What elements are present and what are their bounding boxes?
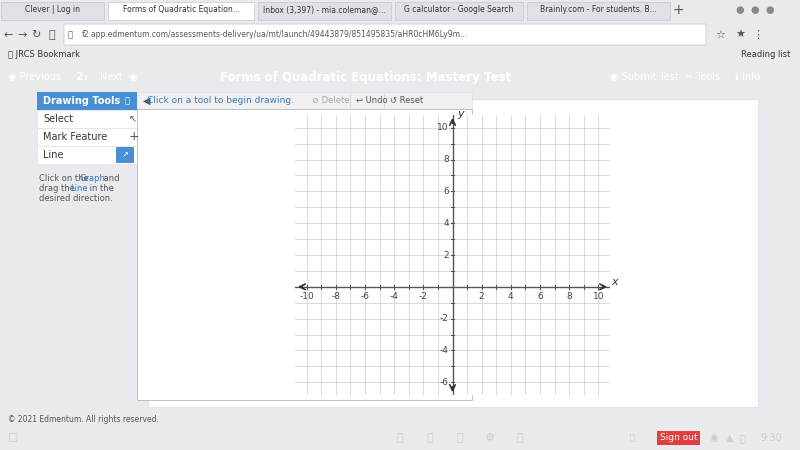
Text: 10: 10 — [438, 123, 449, 132]
Text: Graph: Graph — [80, 174, 106, 183]
Text: ←: ← — [3, 30, 13, 40]
Text: -2: -2 — [419, 292, 428, 302]
Text: © 2021 Edmentum. All rights reserved.: © 2021 Edmentum. All rights reserved. — [8, 415, 159, 424]
FancyBboxPatch shape — [108, 2, 254, 20]
Text: -4: -4 — [390, 292, 398, 302]
Text: ↻: ↻ — [31, 30, 41, 40]
Text: -8: -8 — [331, 292, 340, 302]
Text: ◀: ◀ — [143, 96, 150, 106]
Text: ☆: ☆ — [715, 30, 725, 40]
FancyBboxPatch shape — [64, 24, 706, 45]
Text: 2: 2 — [443, 251, 449, 260]
FancyBboxPatch shape — [37, 146, 137, 164]
Text: 2: 2 — [75, 72, 82, 82]
Text: 🔴: 🔴 — [426, 433, 434, 443]
Text: -4: -4 — [440, 346, 449, 355]
Text: →: → — [18, 30, 26, 40]
Text: Drawing Tools: Drawing Tools — [43, 96, 120, 106]
Text: Click on the: Click on the — [39, 174, 91, 183]
Text: ℹ Info: ℹ Info — [735, 72, 760, 82]
Text: ◻: ◻ — [8, 432, 18, 445]
Text: ●: ● — [750, 5, 759, 15]
Text: 6: 6 — [443, 187, 449, 196]
Text: x: x — [611, 277, 618, 287]
Text: 2: 2 — [479, 292, 485, 302]
Text: Clever | Log in: Clever | Log in — [25, 5, 80, 14]
Text: 📁: 📁 — [457, 433, 463, 443]
Text: Select: Select — [43, 114, 73, 124]
Text: 🔒: 🔒 — [630, 433, 635, 442]
Text: 🎵: 🎵 — [517, 433, 523, 443]
Text: Sign out: Sign out — [660, 433, 698, 442]
Text: 4: 4 — [443, 219, 449, 228]
FancyBboxPatch shape — [137, 92, 472, 109]
Text: in the: in the — [87, 184, 114, 193]
FancyBboxPatch shape — [258, 2, 391, 20]
Text: Brainly.com - For students. B...: Brainly.com - For students. B... — [540, 5, 657, 14]
Text: and: and — [101, 174, 119, 183]
Text: G calculator - Google Search: G calculator - Google Search — [404, 5, 514, 14]
Text: Click on a tool to begin drawing.: Click on a tool to begin drawing. — [147, 96, 294, 105]
Text: +: + — [672, 3, 684, 17]
FancyBboxPatch shape — [37, 92, 137, 110]
Text: 8: 8 — [566, 292, 572, 302]
Text: 10: 10 — [593, 292, 604, 302]
Text: +: + — [129, 130, 140, 144]
Text: -6: -6 — [361, 292, 370, 302]
Text: -2: -2 — [440, 314, 449, 323]
Text: 🔒: 🔒 — [68, 30, 73, 39]
Text: f2.app.edmentum.com/assessments-delivery/ua/mt/launch/49443879/851495835/aHR0cHM: f2.app.edmentum.com/assessments-delivery… — [82, 30, 468, 39]
Text: ●: ● — [736, 5, 744, 15]
Text: ✂ Tools: ✂ Tools — [685, 72, 720, 82]
Text: 8: 8 — [443, 155, 449, 164]
Text: 📄 JRCS Bookmark: 📄 JRCS Bookmark — [8, 50, 80, 59]
Text: ⊘ Delete: ⊘ Delete — [312, 96, 350, 105]
FancyBboxPatch shape — [116, 147, 134, 163]
Text: Forms of Quadratic Equations: Mastery Test: Forms of Quadratic Equations: Mastery Te… — [220, 71, 511, 84]
Text: -6: -6 — [440, 378, 449, 387]
Text: ⋮: ⋮ — [753, 30, 763, 40]
Text: desired direction.: desired direction. — [39, 194, 113, 203]
Text: ◉ Submit Test: ◉ Submit Test — [610, 72, 678, 82]
Text: ↖: ↖ — [129, 114, 137, 124]
Text: ↩ Undo: ↩ Undo — [356, 96, 388, 105]
Text: ↗: ↗ — [122, 150, 129, 159]
Text: ◉: ◉ — [710, 433, 718, 443]
Text: ★: ★ — [735, 30, 745, 40]
Text: 🏠: 🏠 — [49, 30, 55, 40]
Text: Line: Line — [70, 184, 88, 193]
Text: Line: Line — [43, 150, 63, 160]
Text: ▲: ▲ — [726, 433, 734, 443]
Text: 🔊: 🔊 — [740, 433, 746, 443]
Text: 6: 6 — [537, 292, 543, 302]
Text: 4: 4 — [508, 292, 514, 302]
Text: Reading list: Reading list — [741, 50, 790, 59]
Text: -10: -10 — [299, 292, 314, 302]
Text: Next  ◉: Next ◉ — [100, 72, 138, 82]
Text: ⚙: ⚙ — [485, 433, 495, 443]
Text: ∨: ∨ — [83, 72, 89, 81]
Text: ◉ Previous: ◉ Previous — [8, 72, 61, 82]
FancyBboxPatch shape — [148, 99, 758, 407]
Text: Forms of Quadratic Equation...: Forms of Quadratic Equation... — [122, 5, 239, 14]
Text: ●: ● — [766, 5, 774, 15]
Text: ↺ Reset: ↺ Reset — [390, 96, 423, 105]
Text: 9:30: 9:30 — [760, 433, 782, 443]
FancyBboxPatch shape — [527, 2, 670, 20]
FancyBboxPatch shape — [395, 2, 523, 20]
Text: Inbox (3,397) - mia.coleman@...: Inbox (3,397) - mia.coleman@... — [263, 5, 386, 14]
FancyBboxPatch shape — [137, 109, 472, 400]
Text: y: y — [457, 109, 463, 119]
FancyBboxPatch shape — [37, 128, 137, 146]
Text: 🔧: 🔧 — [125, 96, 130, 105]
FancyBboxPatch shape — [1, 2, 104, 20]
Text: Mark Feature: Mark Feature — [43, 132, 107, 142]
Text: drag the: drag the — [39, 184, 78, 193]
FancyBboxPatch shape — [37, 110, 137, 128]
Text: 🌐: 🌐 — [397, 433, 403, 443]
